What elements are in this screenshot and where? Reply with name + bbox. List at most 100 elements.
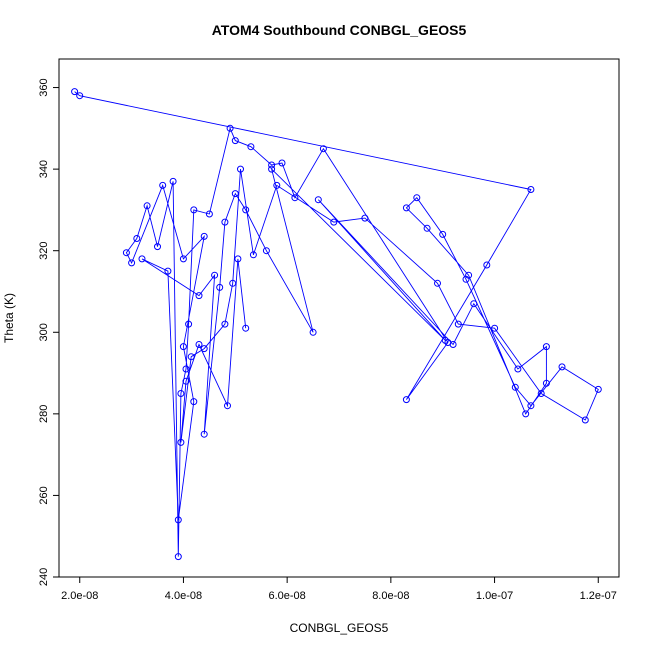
data-point: [221, 218, 229, 226]
data-point: [169, 177, 177, 185]
data-point: [154, 243, 161, 251]
data-point: [439, 230, 447, 238]
y-tick-label: 240: [38, 568, 50, 586]
data-point: [527, 402, 535, 410]
data-point: [138, 255, 146, 263]
series-points: [71, 88, 602, 561]
data-point: [434, 279, 441, 287]
data-point: [449, 341, 457, 348]
data-point: [423, 224, 431, 232]
data-point: [273, 181, 281, 189]
data-point: [71, 88, 79, 96]
y-tick-label: 280: [38, 405, 50, 423]
data-point: [491, 324, 499, 332]
y-tick-label: 360: [38, 78, 50, 96]
plot-frame: [58, 58, 620, 578]
data-point: [268, 161, 276, 169]
y-axis-label: Theta (K): [2, 293, 16, 343]
x-tick-label: 6.0e-08: [268, 590, 305, 602]
y-tick-label: 320: [38, 242, 50, 260]
data-point: [558, 363, 566, 371]
x-tick-label: 4.0e-08: [165, 590, 202, 602]
data-point: [164, 267, 172, 275]
data-point: [278, 159, 286, 167]
data-point: [234, 255, 242, 263]
data-point: [190, 206, 198, 214]
data-point: [190, 398, 198, 406]
data-point: [247, 143, 255, 151]
data-point: [249, 251, 257, 259]
data-point: [402, 396, 410, 404]
data-point: [174, 516, 182, 524]
x-axis-label: CONBGL_GEOS5: [290, 621, 389, 635]
data-point: [143, 202, 151, 210]
data-point: [195, 292, 203, 300]
data-point: [216, 283, 224, 291]
chart-title: ATOM4 Southbound CONBGL_GEOS5: [212, 22, 467, 38]
series-lines: [74, 91, 599, 557]
data-point: [159, 181, 167, 189]
data-point: [402, 204, 410, 212]
data-point: [268, 165, 276, 173]
x-tick-label: 8.0e-08: [372, 590, 409, 602]
data-point: [330, 218, 338, 226]
data-point: [314, 196, 322, 204]
data-point: [514, 365, 522, 373]
data-point: [128, 259, 136, 267]
data-point: [177, 390, 185, 397]
series-line: [74, 91, 599, 557]
data-point: [221, 320, 229, 328]
data-point: [182, 377, 190, 385]
data-point: [413, 194, 421, 202]
data-point: [182, 365, 190, 373]
y-tick-label: 260: [38, 486, 50, 504]
data-point: [195, 341, 203, 348]
x-tick-label: 2.0e-08: [61, 590, 98, 602]
data-point: [177, 438, 185, 446]
data-point: [309, 328, 317, 336]
data-point: [242, 206, 250, 214]
data-point: [231, 137, 239, 145]
data-point: [185, 320, 193, 328]
data-point: [200, 345, 208, 353]
x-axis: 2.0e-08 4.0e-08 6.0e-08 8.0e-08 1.0e-07 1.2e-…: [61, 577, 617, 602]
data-point: [522, 410, 530, 418]
data-point: [441, 336, 449, 344]
data-point: [231, 190, 239, 198]
data-point: [226, 124, 234, 132]
data-point: [122, 249, 130, 257]
x-tick-label: 1.0e-07: [476, 590, 513, 602]
data-point: [527, 186, 535, 193]
data-point: [542, 379, 550, 387]
data-point: [76, 92, 84, 100]
data-point: [229, 279, 237, 287]
data-point: [200, 430, 208, 438]
data-point: [262, 247, 270, 255]
data-point: [470, 300, 478, 308]
data-point: [133, 235, 141, 242]
data-point: [537, 390, 545, 397]
data-point: [179, 343, 187, 351]
data-point: [319, 145, 327, 153]
data-point: [454, 320, 462, 328]
x-tick-label: 1.2e-07: [580, 590, 617, 602]
y-tick-label: 300: [38, 323, 50, 341]
data-point: [242, 324, 250, 332]
data-point: [179, 255, 187, 263]
data-point: [511, 383, 519, 391]
y-tick-label: 340: [38, 160, 50, 178]
data-point: [187, 353, 195, 361]
data-point: [483, 261, 491, 269]
data-point: [581, 416, 589, 424]
data-point: [594, 385, 602, 393]
data-point: [237, 165, 244, 173]
data-point: [224, 402, 231, 410]
data-point: [462, 275, 470, 283]
y-axis: 240 260 280 300 320 340 360: [38, 78, 59, 586]
data-point: [361, 214, 369, 222]
data-point: [174, 553, 182, 561]
data-point: [291, 194, 299, 202]
data-point: [205, 210, 213, 218]
data-point: [211, 271, 219, 279]
